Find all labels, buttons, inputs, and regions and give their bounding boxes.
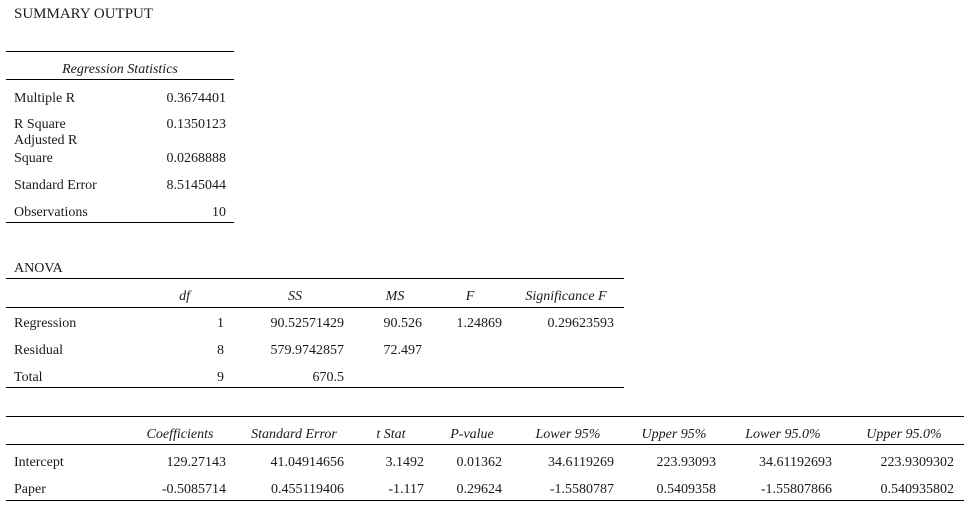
coef-top-rule [6, 416, 964, 417]
anova-row-label: Total [14, 370, 43, 385]
summary-title: SUMMARY OUTPUT [14, 6, 154, 22]
anova-cell-df: 8 [217, 343, 224, 358]
coef-cell: -1.117 [388, 482, 424, 497]
anova-top-rule [6, 278, 624, 279]
stat-label-observations: Observations [14, 205, 88, 220]
table-top-rule [6, 51, 234, 52]
anova-cell-ms: 72.497 [383, 343, 423, 358]
anova-header-ss: SS [288, 289, 302, 304]
anova-title: ANOVA [14, 261, 63, 276]
coef-cell: 129.27143 [166, 455, 227, 470]
anova-cell-ss: 90.52571429 [270, 316, 345, 331]
stat-label-adjusted-r-line2: Square [14, 151, 53, 166]
stat-label-adjusted-r-line1: Adjusted R [14, 133, 78, 148]
coef-cell: -0.5085714 [161, 482, 226, 497]
anova-cell-f: 1.24869 [456, 316, 503, 331]
anova-header-df: df [179, 289, 190, 304]
stat-label-standard-error: Standard Error [14, 178, 97, 193]
stat-label-r-square: R Square [14, 117, 66, 132]
coef-header-rule [6, 444, 964, 445]
coef-cell: 3.1492 [385, 455, 425, 470]
coef-cell: 223.93093 [656, 455, 717, 470]
anova-cell-ss: 670.5 [312, 370, 345, 385]
coef-cell: 34.6119269 [548, 455, 614, 470]
coef-header: Lower 95.0% [745, 427, 821, 442]
coef-cell: 0.01362 [456, 455, 503, 470]
coef-cell: 0.455119406 [271, 482, 344, 497]
coef-bottom-rule [6, 500, 964, 501]
anova-cell-df: 1 [217, 316, 224, 331]
anova-bottom-rule [6, 387, 624, 388]
anova-header-ms: MS [385, 289, 405, 304]
stat-value-r-square: 0.1350123 [166, 117, 227, 132]
coef-header: t Stat [376, 427, 406, 442]
anova-header-f: F [465, 289, 475, 304]
anova-header-significance-f: Significance F [525, 289, 607, 304]
coef-cell: 0.540935802 [880, 482, 955, 497]
coef-cell: -1.55807866 [760, 482, 832, 497]
anova-cell-ss: 579.9742857 [270, 343, 345, 358]
coef-cell: 34.61192693 [759, 455, 832, 470]
anova-row-label: Regression [14, 316, 77, 331]
anova-header-rule [6, 307, 624, 308]
coef-header: Coefficients [146, 427, 214, 442]
stat-value-adjusted-r-square: 0.0268888 [166, 151, 227, 166]
anova-cell-ms: 90.526 [383, 316, 423, 331]
stat-label-multiple-r: Multiple R [14, 91, 76, 106]
coef-header: Lower 95% [535, 427, 601, 442]
coef-header: Upper 95.0% [866, 427, 942, 442]
coef-row-label: Intercept [14, 455, 64, 470]
anova-cell-significance-f: 0.29623593 [547, 316, 615, 331]
coef-header: Upper 95% [641, 427, 707, 442]
stat-value-standard-error: 8.5145044 [166, 178, 227, 193]
coef-cell: 223.9309302 [880, 455, 955, 470]
stat-value-multiple-r: 0.3674401 [166, 91, 227, 106]
stat-value-observations: 10 [212, 205, 226, 220]
coef-cell: 0.29624 [456, 482, 503, 497]
coef-header: P-value [450, 427, 494, 442]
coef-cell: 41.04914656 [270, 455, 345, 470]
coef-header: Standard Error [251, 427, 337, 442]
anova-cell-df: 9 [217, 370, 224, 385]
coef-cell: -1.5580787 [549, 482, 614, 497]
header-rule [6, 79, 234, 80]
anova-row-label: Residual [14, 343, 63, 358]
regression-statistics-header: Regression Statistics [62, 62, 178, 77]
table-bottom-rule [6, 222, 234, 223]
coef-cell: 0.5409358 [656, 482, 717, 497]
coef-row-label: Paper [14, 482, 46, 497]
